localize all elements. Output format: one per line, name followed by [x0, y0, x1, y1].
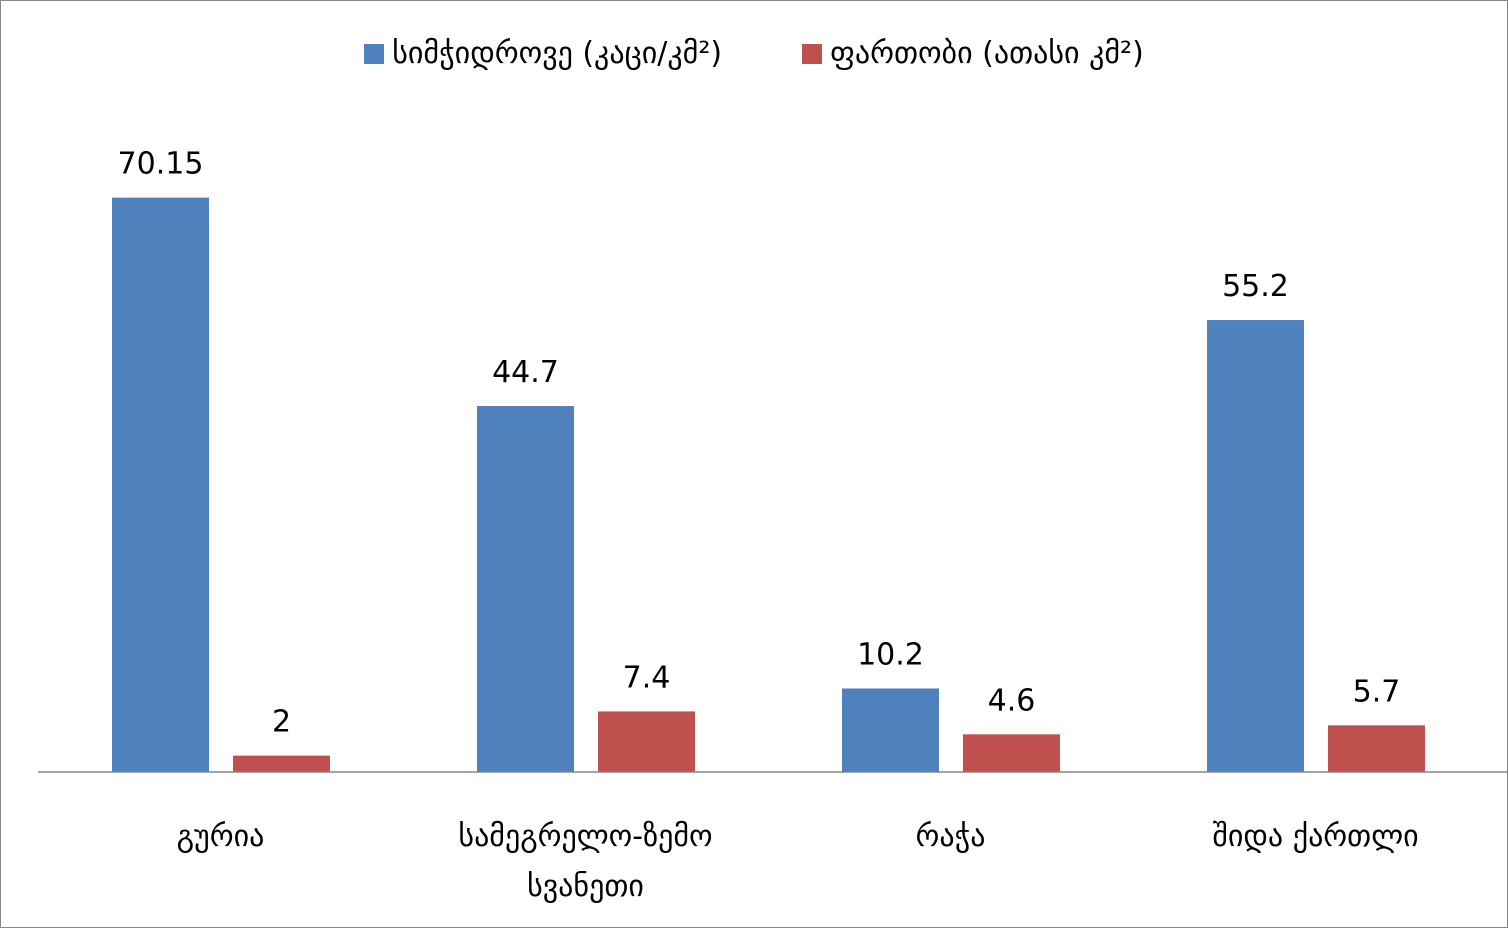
legend-label: ფართობი (ათასი კმ²) — [830, 36, 1144, 71]
data-label: 70.15 — [118, 147, 204, 182]
legend-item: სიმჭიდროვე (კაცი/კმ²) — [364, 36, 722, 71]
bar — [1328, 725, 1425, 772]
bar — [842, 688, 939, 772]
bar — [1207, 320, 1304, 772]
x-tick-label: შიდა ქართლი — [1212, 819, 1419, 854]
legend-label: სიმჭიდროვე (კაცი/კმ²) — [392, 36, 723, 71]
data-label: 4.6 — [988, 683, 1036, 718]
x-tick-label: რაჭა — [915, 819, 986, 854]
legend-item: ფართობი (ათასი კმ²) — [802, 36, 1144, 71]
x-tick-label: გურია — [176, 819, 265, 854]
data-label: 44.7 — [492, 355, 559, 390]
data-label: 55.2 — [1222, 269, 1289, 304]
legend: სიმჭიდროვე (კაცი/კმ²) ფართობი (ათასი კმ²) — [0, 36, 1508, 71]
legend-swatch — [364, 43, 385, 64]
bar — [963, 734, 1060, 772]
data-label: 5.7 — [1353, 674, 1401, 709]
data-label: 2 — [272, 705, 291, 740]
bar — [112, 197, 209, 773]
data-label: 7.4 — [623, 660, 671, 695]
bar — [233, 755, 330, 772]
bar — [477, 406, 574, 772]
data-label: 10.2 — [857, 637, 924, 672]
x-tick-label: სამეგრელო-ზემო სვანეთი — [458, 819, 713, 904]
legend-swatch — [802, 43, 823, 64]
bar — [598, 711, 695, 772]
